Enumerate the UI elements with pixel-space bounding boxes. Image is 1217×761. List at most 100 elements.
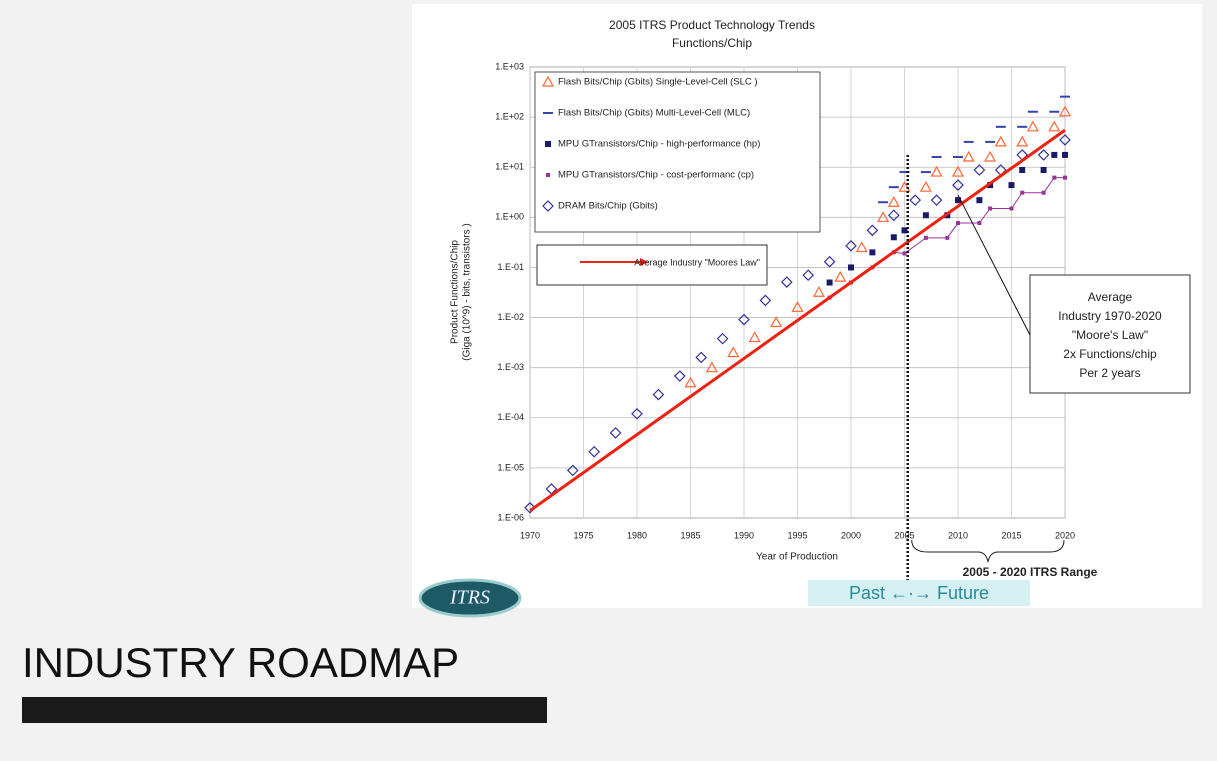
legend-label: Average Industry "Moores Law": [634, 257, 760, 267]
y-tick-label: 1.E+00: [495, 212, 524, 222]
y-tick-label: 1.E-01: [497, 262, 524, 272]
heading-bar: [22, 697, 547, 723]
legend-item: MPU GTransistors/Chip - high-performance…: [545, 139, 760, 150]
x-tick-label: 1980: [627, 530, 647, 540]
square-marker: [1041, 190, 1046, 195]
y-tick-label: 1.E-04: [497, 412, 524, 422]
triangle-marker: [727, 346, 740, 358]
series-line: [529, 128, 1066, 512]
diamond-marker: [1059, 134, 1071, 146]
x-tick-label: 1970: [520, 530, 540, 540]
triangle-marker: [962, 150, 975, 162]
square-marker: [955, 197, 961, 204]
legend-box: [536, 244, 768, 286]
diamond-marker: [780, 276, 793, 288]
logo: [418, 578, 522, 618]
square-marker: [1052, 175, 1057, 180]
y-tick-label: 1.E+03: [495, 61, 524, 71]
past-future-box: [808, 580, 1030, 606]
triangle-marker: [1026, 120, 1039, 132]
diamond-marker: [823, 255, 836, 268]
y-tick-label: 1.E-06: [497, 512, 524, 522]
legend-label: MPU GTransistors/Chip - cost-performanc …: [558, 170, 754, 181]
x-tick-label: 1990: [734, 530, 754, 540]
square-marker: [901, 227, 908, 234]
legend-label: Flash Bits/Chip (Gbits) Multi-Level-Cell…: [558, 108, 750, 119]
range-label: 2005 - 2020 ITRS Range: [963, 565, 1098, 579]
triangle-marker: [984, 150, 997, 162]
diamond-marker: [716, 332, 729, 345]
square-marker: [977, 221, 982, 226]
square-marker: [1040, 167, 1047, 174]
diamond-marker: [542, 200, 554, 212]
triangle-marker: [684, 376, 697, 388]
callout-text: Average: [1088, 290, 1133, 304]
diamond-marker: [909, 194, 922, 207]
square-marker: [826, 279, 833, 286]
x-tick-label: 2010: [948, 530, 968, 540]
diamond-marker: [609, 427, 622, 439]
callout-text: 2x Functions/chip: [1063, 347, 1157, 361]
triangle-marker: [770, 316, 783, 328]
square-marker: [869, 249, 876, 256]
y-tick-label: 1.E-02: [497, 312, 524, 322]
triangle-marker: [919, 180, 932, 192]
legend-box: [534, 71, 821, 233]
diamond-marker: [673, 370, 686, 382]
legend-arrow: [640, 258, 648, 266]
square-marker: [956, 221, 960, 226]
x-tick-label: 1975: [573, 530, 593, 540]
diamond-marker: [652, 388, 665, 401]
triangle-marker: [994, 135, 1007, 147]
callout-text: Industry 1970-2020: [1058, 309, 1162, 323]
triangle-marker: [855, 241, 868, 253]
triangle-marker: [1048, 120, 1061, 132]
square-marker: [923, 235, 928, 240]
triangle-marker: [812, 286, 825, 297]
chart-subtitle: Functions/Chip: [672, 36, 752, 50]
diamond-marker: [887, 209, 900, 222]
triangle-marker: [887, 196, 900, 207]
callout-text: "Moore's Law": [1072, 328, 1148, 342]
square-marker: [1008, 182, 1015, 189]
square-marker: [1019, 167, 1026, 174]
y-axis-label: (Giga (10^9) - bits, transistors ): [462, 223, 473, 361]
legend-label: DRAM Bits/Chip (Gbits): [558, 201, 658, 212]
diamond-marker: [759, 294, 772, 307]
y-tick-label: 1.E-03: [497, 362, 524, 372]
square-marker: [976, 197, 983, 204]
triangle-marker: [930, 165, 943, 177]
square-marker: [922, 212, 929, 219]
triangle-marker: [705, 361, 718, 373]
square-marker: [945, 235, 950, 240]
y-tick-label: 1.E+02: [495, 111, 524, 121]
legend-item: MPU GTransistors/Chip - cost-performanc …: [546, 170, 754, 181]
diamond-marker: [802, 269, 815, 282]
diamond-marker: [952, 179, 964, 191]
heading: INDUSTRY ROADMAP: [22, 639, 459, 686]
triangle-marker: [748, 331, 761, 343]
square-marker: [988, 206, 993, 211]
diamond-marker: [930, 194, 943, 207]
logo-text: ITRS: [449, 587, 490, 609]
square-marker: [1051, 151, 1058, 158]
triangle-marker: [1058, 105, 1072, 117]
callout-box: [1029, 274, 1191, 394]
square-marker: [1063, 175, 1067, 180]
x-tick-label: 1985: [680, 530, 700, 540]
x-axis-label: Year of Production: [756, 552, 838, 563]
diamond-marker: [845, 239, 857, 252]
square-marker: [1062, 151, 1068, 158]
triangle-marker: [541, 75, 555, 87]
chart-title: 2005 ITRS Product Technology Trends: [609, 18, 815, 32]
legend-item: DRAM Bits/Chip (Gbits): [542, 200, 658, 212]
diamond-marker: [695, 351, 708, 364]
square-marker: [890, 234, 897, 241]
diamond-marker: [973, 164, 986, 176]
legend-label: MPU GTransistors/Chip - high-performance…: [558, 139, 760, 150]
square-marker: [546, 173, 550, 177]
triangle-marker: [951, 165, 965, 177]
y-tick-label: 1.E+01: [495, 162, 524, 172]
past-future-label: Past ←·→ Future: [849, 583, 989, 603]
diamond-marker: [566, 464, 579, 477]
